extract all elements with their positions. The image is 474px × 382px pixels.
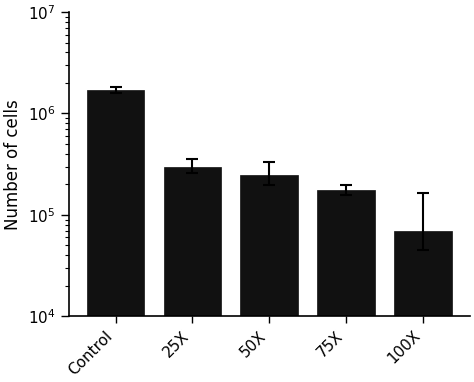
Bar [394,231,452,382]
Bar [87,90,145,382]
Bar [317,190,375,382]
Y-axis label: Number of cells: Number of cells [4,99,22,230]
Bar [240,175,298,382]
Bar [164,167,221,382]
